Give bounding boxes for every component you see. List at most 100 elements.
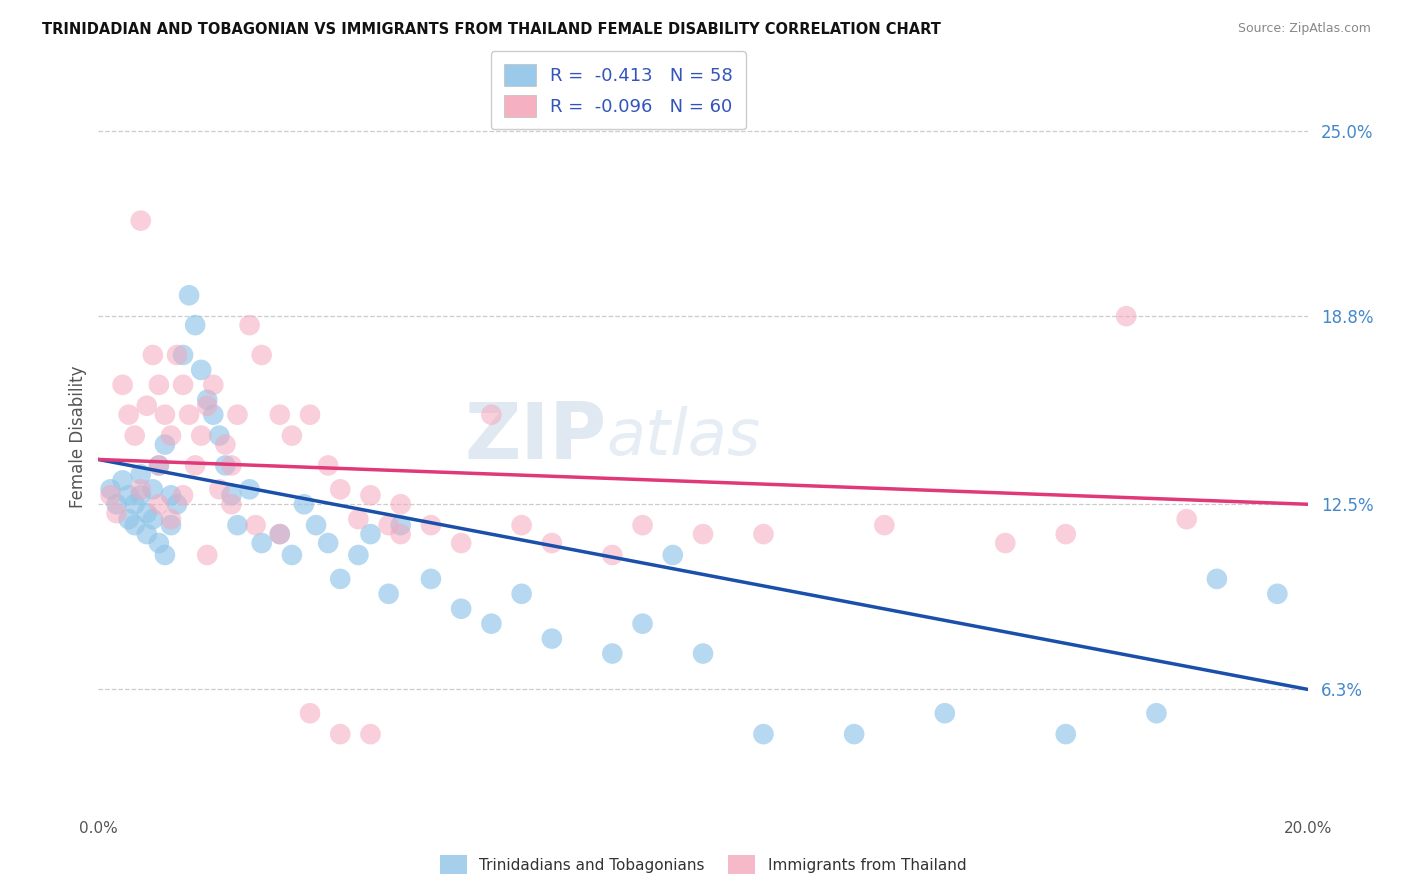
Point <box>221 488 243 502</box>
Point <box>202 408 225 422</box>
Point <box>208 428 231 442</box>
Point <box>160 512 183 526</box>
Point <box>510 587 533 601</box>
Point <box>208 483 231 497</box>
Point <box>179 408 201 422</box>
Point <box>377 518 399 533</box>
Point <box>239 483 262 497</box>
Point <box>202 377 225 392</box>
Point <box>184 318 207 332</box>
Point <box>631 518 654 533</box>
Point <box>100 488 122 502</box>
Point <box>153 408 176 422</box>
Point <box>111 377 134 392</box>
Text: atlas: atlas <box>606 406 761 468</box>
Point <box>329 727 352 741</box>
Point <box>360 488 382 502</box>
Point <box>160 428 183 442</box>
Point <box>148 458 170 473</box>
Point <box>100 483 122 497</box>
Point <box>172 348 194 362</box>
Point <box>347 548 370 562</box>
Point <box>844 727 866 741</box>
Point <box>105 497 128 511</box>
Point <box>692 527 714 541</box>
Point <box>450 536 472 550</box>
Point <box>148 497 170 511</box>
Point <box>299 408 322 422</box>
Text: TRINIDADIAN AND TOBAGONIAN VS IMMIGRANTS FROM THAILAND FEMALE DISABILITY CORRELA: TRINIDADIAN AND TOBAGONIAN VS IMMIGRANTS… <box>42 22 941 37</box>
Point <box>420 518 443 533</box>
Point <box>481 408 503 422</box>
Point <box>184 458 207 473</box>
Point <box>281 428 304 442</box>
Point <box>934 706 956 721</box>
Legend: R =  -0.413   N = 58, R =  -0.096   N = 60: R = -0.413 N = 58, R = -0.096 N = 60 <box>491 51 745 129</box>
Point <box>481 616 503 631</box>
Point <box>389 518 412 533</box>
Point <box>752 727 775 741</box>
Point <box>450 601 472 615</box>
Text: 20.0%: 20.0% <box>1284 821 1331 836</box>
Point <box>142 348 165 362</box>
Point <box>190 428 212 442</box>
Point <box>172 488 194 502</box>
Point <box>105 506 128 520</box>
Point <box>195 399 218 413</box>
Point <box>221 458 243 473</box>
Point <box>1206 572 1229 586</box>
Point <box>160 518 183 533</box>
Point <box>269 527 291 541</box>
Point <box>389 497 412 511</box>
Point <box>226 408 249 422</box>
Point <box>631 616 654 631</box>
Point <box>1054 727 1077 741</box>
Point <box>994 536 1017 550</box>
Point <box>420 572 443 586</box>
Point <box>160 488 183 502</box>
Point <box>111 474 134 488</box>
Point <box>661 548 683 562</box>
Legend: Trinidadians and Tobagonians, Immigrants from Thailand: Trinidadians and Tobagonians, Immigrants… <box>433 849 973 880</box>
Point <box>166 348 188 362</box>
Point <box>1115 309 1137 323</box>
Point <box>226 518 249 533</box>
Point <box>166 497 188 511</box>
Point <box>1054 527 1077 541</box>
Point <box>172 377 194 392</box>
Point <box>129 467 152 482</box>
Point <box>305 518 328 533</box>
Point <box>873 518 896 533</box>
Point <box>692 647 714 661</box>
Point <box>377 587 399 601</box>
Point <box>1267 587 1289 601</box>
Y-axis label: Female Disability: Female Disability <box>69 366 87 508</box>
Point <box>602 647 624 661</box>
Point <box>292 497 315 511</box>
Point <box>1175 512 1198 526</box>
Point <box>118 408 141 422</box>
Point <box>329 483 352 497</box>
Point <box>347 512 370 526</box>
Point <box>214 458 236 473</box>
Text: Source: ZipAtlas.com: Source: ZipAtlas.com <box>1237 22 1371 36</box>
Point <box>124 428 146 442</box>
Point <box>250 348 273 362</box>
Text: ZIP: ZIP <box>464 399 606 475</box>
Point <box>360 527 382 541</box>
Point <box>214 437 236 451</box>
Point <box>135 506 157 520</box>
Point <box>269 408 291 422</box>
Point <box>148 536 170 550</box>
Point <box>250 536 273 550</box>
Point <box>360 727 382 741</box>
Point <box>148 377 170 392</box>
Point <box>316 458 339 473</box>
Point <box>135 399 157 413</box>
Point <box>190 363 212 377</box>
Point <box>148 458 170 473</box>
Point <box>179 288 201 302</box>
Point <box>124 518 146 533</box>
Point <box>540 632 562 646</box>
Point <box>281 548 304 562</box>
